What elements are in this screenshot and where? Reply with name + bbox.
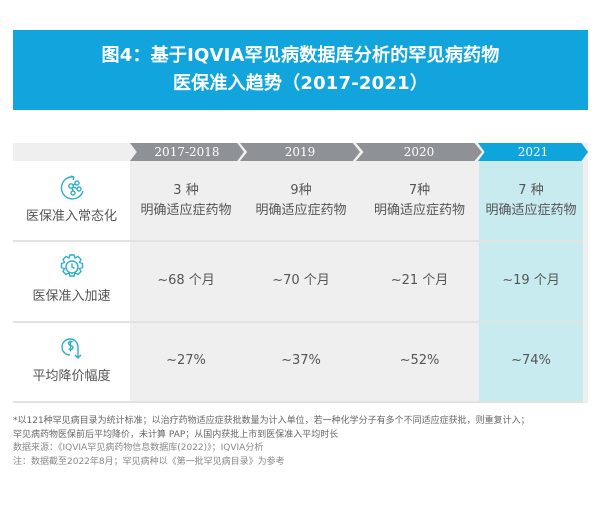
row-label-normalization: 医保准入常态化	[13, 173, 130, 224]
cell-price-2017-2018: ~27%	[166, 353, 206, 368]
cell-normalization-2021: 7 种 明确适应症药物	[485, 183, 577, 218]
footnotes: *以121种罕见病目录为统计标准；以治疗药物适应症获批数量为计入单位，若一种化学…	[13, 415, 588, 469]
cell-normalization-2017-2018: 3 种 明确适应症药物	[140, 183, 232, 218]
row-label-column	[13, 161, 130, 402]
column-header-2020: 2020	[356, 143, 482, 161]
trend-table: 2017-2018 2019 2020 2021 医保准入常态化 3 种 明确适…	[13, 143, 588, 403]
title-banner: 图4：基于IQVIA罕见病数据库分析的罕见病药物 医保准入趋势（2017-202…	[13, 30, 588, 110]
row-label-acceleration: 医保准入加速	[13, 253, 130, 304]
footnote-1: *以121种罕见病目录为统计标准；以治疗药物适应症获批数量为计入单位，若一种化学…	[13, 416, 530, 426]
molecule-network-icon	[60, 175, 84, 200]
title-line-2: 医保准入趋势（2017-2021）	[172, 73, 429, 94]
cell-price-2021: ~74%	[511, 353, 551, 368]
row-label-price-reduction: 平均降价幅度	[13, 333, 130, 384]
dollar-down-icon	[60, 338, 81, 359]
cell-price-2020: ~52%	[399, 353, 440, 368]
data-source: 数据来源：《IQVIA罕见病药物信息数据库(2022)》；IQVIA分析	[13, 443, 264, 453]
row-label-text: 医保准入常态化	[25, 209, 117, 224]
highlight-column-2021	[479, 161, 583, 402]
row-label-text: 平均降价幅度	[32, 369, 111, 384]
row-divider	[13, 401, 583, 403]
cell-acceleration-2021: ~19 个月	[502, 273, 560, 288]
cell-acceleration-2017-2018: ~68 个月	[157, 273, 215, 288]
cell-acceleration-2019: ~70 个月	[272, 273, 330, 288]
row-divider	[13, 240, 583, 242]
gear-clock-icon	[60, 254, 83, 277]
title-line-1: 图4：基于IQVIA罕见病数据库分析的罕见病药物	[101, 45, 500, 66]
row-label-text: 医保准入加速	[32, 289, 111, 304]
cell-normalization-2019: 9种 明确适应症药物	[255, 183, 347, 218]
row-divider	[13, 321, 583, 323]
column-header-2017-2018: 2017-2018	[130, 143, 244, 161]
column-header-2021: 2021	[478, 143, 588, 161]
footnote-2: 罕见病药物医保前后平均降价，未计算 PAP；从国内获批上市到医保准入平均时长	[13, 429, 339, 440]
cell-normalization-2020: 7种 明确适应症药物	[373, 183, 465, 218]
column-header-2019: 2019	[240, 143, 360, 161]
cell-acceleration-2020: ~21 个月	[390, 273, 449, 288]
year-header-row: 2017-2018 2019 2020 2021	[13, 143, 588, 161]
data-note: 注：数据截至2022年8月；罕见病种以《第一批罕见病目录》为参考	[13, 456, 285, 467]
cell-price-2019: ~37%	[281, 353, 321, 368]
